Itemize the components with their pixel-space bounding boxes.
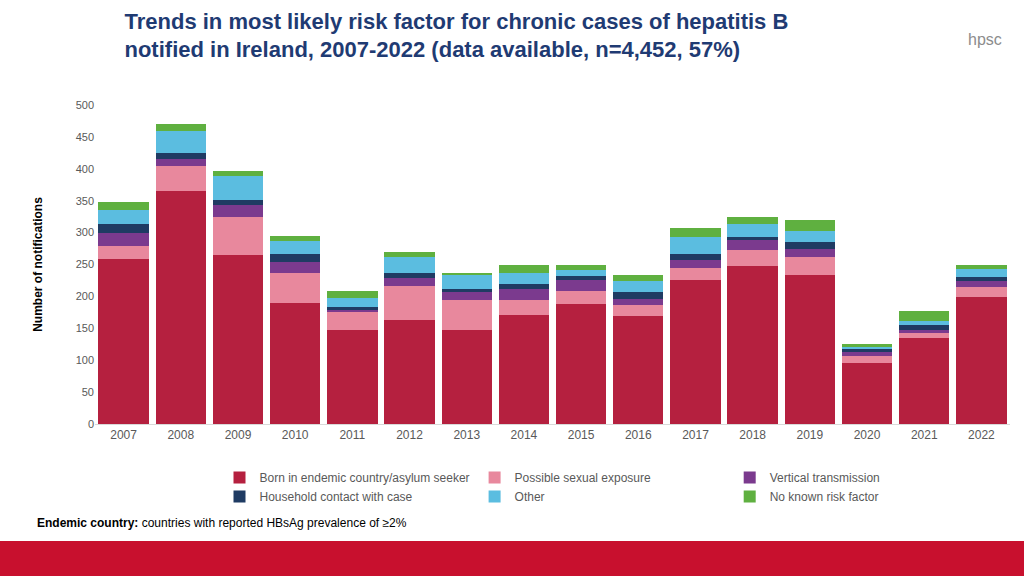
svg-text:0: 0 bbox=[88, 418, 94, 430]
svg-text:2014: 2014 bbox=[511, 428, 538, 442]
svg-text:2017: 2017 bbox=[682, 428, 709, 442]
svg-text:250: 250 bbox=[76, 258, 94, 270]
svg-text:100: 100 bbox=[76, 354, 94, 366]
svg-text:Trends in most likely risk fac: Trends in most likely risk factor for ch… bbox=[124, 9, 788, 63]
svg-text:Born in endemic country/asylum: Born in endemic country/asylum seeker bbox=[260, 471, 470, 485]
svg-text:350: 350 bbox=[76, 195, 94, 207]
svg-text:No known risk factor: No known risk factor bbox=[770, 490, 879, 504]
svg-text:150: 150 bbox=[76, 322, 94, 334]
svg-text:2016: 2016 bbox=[625, 428, 652, 442]
svg-text:450: 450 bbox=[76, 131, 94, 143]
svg-text:2018: 2018 bbox=[739, 428, 766, 442]
svg-text:Household contact with case: Household contact with case bbox=[260, 490, 413, 504]
svg-text:Endemic country: countries wit: Endemic country: countries with reported… bbox=[37, 516, 407, 530]
svg-text:2008: 2008 bbox=[167, 428, 194, 442]
svg-text:2022: 2022 bbox=[968, 428, 995, 442]
svg-text:50: 50 bbox=[82, 386, 94, 398]
svg-text:2012: 2012 bbox=[396, 428, 423, 442]
svg-text:2011: 2011 bbox=[339, 428, 365, 442]
svg-text:2019: 2019 bbox=[796, 428, 823, 442]
svg-text:Vertical transmission: Vertical transmission bbox=[770, 471, 880, 485]
svg-text:2013: 2013 bbox=[453, 428, 480, 442]
svg-text:2007: 2007 bbox=[110, 428, 137, 442]
svg-text:2020: 2020 bbox=[854, 428, 881, 442]
svg-text:200: 200 bbox=[76, 290, 94, 302]
svg-text:400: 400 bbox=[76, 163, 94, 175]
svg-text:2009: 2009 bbox=[225, 428, 252, 442]
svg-text:Other: Other bbox=[515, 490, 545, 504]
svg-text:2021: 2021 bbox=[911, 428, 938, 442]
svg-text:300: 300 bbox=[76, 226, 94, 238]
svg-text:Number of notifications: Number of notifications bbox=[31, 197, 45, 332]
svg-text:500: 500 bbox=[76, 99, 94, 111]
svg-text:Possible sexual exposure: Possible sexual exposure bbox=[515, 471, 651, 485]
svg-text:2010: 2010 bbox=[282, 428, 309, 442]
svg-text:2015: 2015 bbox=[568, 428, 595, 442]
svg-text:hpsc: hpsc bbox=[968, 31, 1002, 48]
